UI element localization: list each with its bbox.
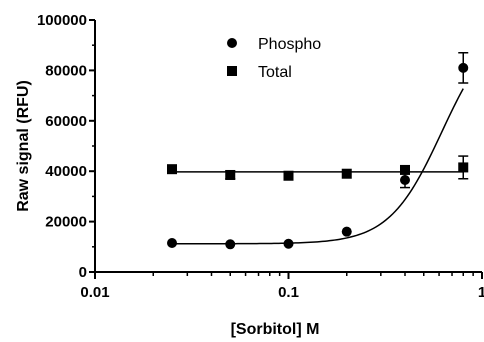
legend: Phospho Total <box>227 36 321 81</box>
total-point <box>225 169 236 180</box>
legend-marker-phospho <box>227 38 237 48</box>
legend-label-phospho: Phospho <box>258 36 321 53</box>
y-axis-title: Raw signal (RFU) <box>15 80 32 212</box>
phospho-point <box>341 226 352 237</box>
y-tick-label: 100000 <box>37 12 87 29</box>
phospho-point <box>283 238 294 249</box>
legend-marker-total <box>227 66 237 76</box>
y-tick-label: 80000 <box>45 62 87 79</box>
total-point <box>399 164 410 175</box>
y-tick-label: 40000 <box>45 163 87 180</box>
phospho-point <box>167 238 178 249</box>
total-point <box>458 162 469 173</box>
x-axis-title: [Sorbitol] M <box>231 321 320 338</box>
phospho-fit-curve <box>172 88 464 245</box>
phospho-point <box>399 175 410 186</box>
phospho-point <box>458 62 469 73</box>
y-tick-label: 0 <box>79 264 87 281</box>
axes: 0 20000 40000 60000 80000 100000 0.01 0.1 1 <box>37 12 484 301</box>
fit-curves <box>172 88 464 245</box>
x-tick-label: 0.1 <box>278 284 299 301</box>
x-tick-label: 0.01 <box>80 284 109 301</box>
total-point <box>167 164 178 175</box>
x-tick-label: 1 <box>478 284 484 301</box>
y-tick-label: 60000 <box>45 113 87 130</box>
legend-label-total: Total <box>258 64 292 81</box>
total-point <box>283 170 294 181</box>
phospho-point <box>225 239 236 250</box>
y-tick-label: 20000 <box>45 214 87 231</box>
total-point <box>341 168 352 179</box>
data-marks <box>167 52 469 250</box>
